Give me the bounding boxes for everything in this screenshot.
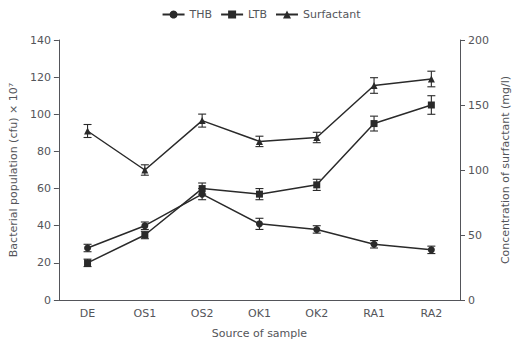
svg-text:60: 60 <box>37 182 51 195</box>
svg-text:LTB: LTB <box>248 8 267 21</box>
svg-text:THB: THB <box>189 8 213 21</box>
svg-text:OS1: OS1 <box>134 307 157 320</box>
svg-text:RA1: RA1 <box>363 307 385 320</box>
svg-text:150: 150 <box>468 99 489 112</box>
svg-text:RA2: RA2 <box>420 307 442 320</box>
svg-text:DE: DE <box>80 307 95 320</box>
svg-text:Concentration of surfactant (m: Concentration of surfactant (mg/l) <box>499 76 512 264</box>
svg-text:200: 200 <box>468 34 489 47</box>
svg-text:120: 120 <box>30 71 51 84</box>
svg-text:50: 50 <box>468 229 482 242</box>
svg-text:Bacterial population (cfu) × 1: Bacterial population (cfu) × 10⁷ <box>7 83 20 257</box>
svg-text:OK1: OK1 <box>248 307 271 320</box>
svg-text:OS2: OS2 <box>191 307 214 320</box>
svg-text:100: 100 <box>30 108 51 121</box>
svg-text:40: 40 <box>37 219 51 232</box>
svg-text:Surfactant: Surfactant <box>303 8 361 21</box>
svg-text:Source of sample: Source of sample <box>212 327 308 340</box>
svg-text:20: 20 <box>37 256 51 269</box>
svg-text:0: 0 <box>44 294 51 307</box>
svg-text:0: 0 <box>468 294 475 307</box>
svg-text:80: 80 <box>37 145 51 158</box>
svg-text:140: 140 <box>30 34 51 47</box>
svg-text:OK2: OK2 <box>305 307 328 320</box>
svg-text:100: 100 <box>468 164 489 177</box>
